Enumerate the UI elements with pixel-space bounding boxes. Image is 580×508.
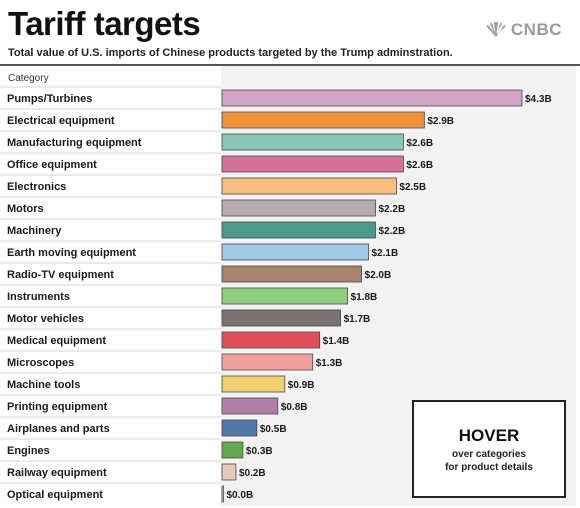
bar[interactable] — [221, 265, 362, 283]
bar[interactable] — [221, 419, 258, 437]
value-label: $2.0B — [365, 270, 392, 281]
peacock-icon — [486, 22, 506, 37]
value-label: $1.4B — [323, 336, 350, 347]
category-label[interactable]: Machinery — [7, 225, 62, 237]
category-label[interactable]: Engines — [7, 445, 50, 457]
value-label: $1.3B — [316, 358, 343, 369]
value-label: $4.3B — [525, 94, 552, 105]
bar[interactable] — [221, 133, 404, 151]
category-label[interactable]: Electrical equipment — [7, 115, 115, 127]
category-label[interactable]: Radio-TV equipment — [7, 269, 114, 281]
header-divider — [0, 64, 580, 66]
bar[interactable] — [221, 199, 376, 217]
category-label[interactable]: Machine tools — [7, 379, 80, 391]
category-label[interactable]: Manufacturing equipment — [7, 137, 142, 149]
value-label: $0.3B — [246, 446, 273, 457]
category-label[interactable]: Earth moving equipment — [7, 247, 136, 259]
category-label[interactable]: Instruments — [7, 291, 70, 303]
category-header: Category — [8, 73, 49, 84]
bar[interactable] — [221, 463, 237, 481]
category-label[interactable]: Electronics — [7, 181, 66, 193]
chart-title: Tariff targets — [8, 5, 201, 42]
chart-subtitle: Total value of U.S. imports of Chinese p… — [8, 47, 453, 59]
value-label: $0.0B — [227, 490, 254, 501]
value-label: $1.7B — [344, 314, 371, 325]
value-label: $0.2B — [239, 468, 266, 479]
hover-subtitle: over categories for product details — [445, 449, 533, 473]
value-label: $0.5B — [260, 424, 287, 435]
category-label[interactable]: Airplanes and parts — [7, 423, 110, 435]
bar[interactable] — [221, 331, 321, 349]
bar[interactable] — [221, 155, 404, 173]
bar[interactable] — [221, 397, 279, 415]
value-label: $1.8B — [351, 292, 378, 303]
cnbc-logo: CNBC — [485, 20, 562, 40]
bar[interactable] — [221, 89, 523, 107]
bar[interactable] — [221, 485, 224, 503]
bar[interactable] — [221, 309, 342, 327]
category-label[interactable]: Office equipment — [7, 159, 97, 171]
category-label[interactable]: Medical equipment — [7, 335, 106, 347]
value-label: $2.6B — [406, 138, 433, 149]
value-label: $2.6B — [406, 160, 433, 171]
hover-title: HOVER — [458, 426, 520, 445]
bar[interactable] — [221, 221, 376, 239]
value-label: $0.9B — [288, 380, 315, 391]
logo-text: CNBC — [510, 20, 562, 39]
category-label[interactable]: Motor vehicles — [7, 313, 84, 325]
value-label: $2.2B — [378, 204, 405, 215]
category-label[interactable]: Printing equipment — [7, 401, 108, 413]
category-label[interactable]: Motors — [7, 203, 44, 215]
value-label: $2.9B — [427, 116, 454, 127]
value-label: $2.2B — [378, 226, 405, 237]
bar[interactable] — [221, 287, 348, 305]
bar[interactable] — [221, 375, 286, 393]
bar[interactable] — [221, 243, 369, 261]
category-label[interactable]: Railway equipment — [7, 467, 107, 479]
hover-instruction-box: HOVER over categories for product detail… — [412, 400, 566, 498]
bar[interactable] — [221, 177, 397, 195]
category-label[interactable]: Optical equipment — [7, 489, 103, 501]
value-label: $2.5B — [399, 182, 426, 193]
bar[interactable] — [221, 441, 244, 459]
category-label[interactable]: Pumps/Turbines — [7, 93, 92, 105]
value-label: $2.1B — [372, 248, 399, 259]
bar[interactable] — [221, 353, 314, 371]
bar[interactable] — [221, 111, 425, 129]
category-label[interactable]: Microscopes — [7, 357, 74, 369]
value-label: $0.8B — [281, 402, 308, 413]
